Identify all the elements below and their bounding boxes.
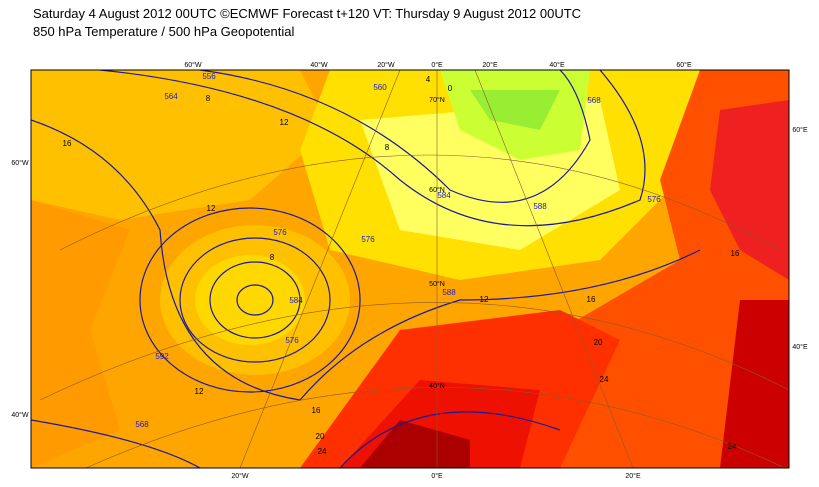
longitude-label: 60°W (184, 61, 202, 69)
temperature-label: 8 (206, 94, 211, 103)
map-frame (30, 69, 790, 469)
geopotential-label: 564 (164, 92, 178, 101)
geopotential-label: 588 (442, 288, 456, 297)
graticule (39, 70, 789, 468)
temperature-label: 20 (594, 338, 603, 347)
longitude-label: 40°E (549, 61, 565, 69)
temperature-label: 8 (385, 143, 390, 152)
temperature-label: 4 (426, 75, 431, 84)
geopotential-label: 576 (361, 235, 375, 244)
temperature-label: 16 (587, 295, 596, 304)
geopotential-label: 568 (135, 420, 149, 429)
geopotential-label: 592 (155, 352, 169, 361)
longitude-label: 0°E (431, 472, 443, 480)
geopotential-label: 568 (587, 96, 601, 105)
temperature-label: 12 (207, 204, 216, 213)
geopotential-label: 576 (647, 195, 661, 204)
latitude-label: 40°W (11, 411, 29, 419)
latitude-label: 60°N (429, 186, 445, 194)
latitude-label: 60°W (11, 159, 29, 167)
temperature-label: 8 (270, 253, 275, 262)
temperature-label: 16 (63, 139, 72, 148)
temperature-label: 12 (280, 118, 289, 127)
geopotential-label: 584 (437, 191, 451, 200)
latitude-label: 40°N (429, 382, 445, 390)
temperature-label: 16 (731, 249, 740, 258)
longitude-label: 20°E (625, 472, 641, 480)
geopotential-label: 556 (202, 72, 216, 81)
temperature-label: 0 (448, 84, 453, 93)
longitude-label: 20°W (377, 61, 395, 69)
temperature-label: 12 (480, 295, 489, 304)
latitude-label: 40°E (792, 343, 808, 351)
longitude-label: 0°E (431, 61, 443, 69)
temperature-label: 24 (728, 442, 737, 451)
map-subtitle: 850 hPa Temperature / 500 hPa Geopotenti… (33, 24, 295, 39)
geopotential-label: 584 (289, 296, 303, 305)
longitude-label: 60°E (676, 61, 692, 69)
temperature-label: 24 (318, 447, 327, 456)
longitude-label: 20°E (482, 61, 498, 69)
temperature-field (31, 70, 789, 468)
labels: 60°W 40°W 20°W 0°E 20°E 40°E 60°E 20°W 0°E 20°E 60… (11, 61, 808, 480)
latitude-label: 60°E (792, 126, 808, 134)
geopotential-contours (31, 70, 701, 468)
temperature-label: 12 (195, 387, 204, 396)
latitude-label: 50°N (429, 280, 445, 288)
longitude-label: 40°W (310, 61, 328, 69)
latitude-label: 70°N (429, 96, 445, 104)
temperature-label: 24 (600, 375, 609, 384)
geopotential-label: 576 (285, 336, 299, 345)
longitude-label: 20°W (231, 472, 249, 480)
temperature-label: 20 (316, 432, 325, 441)
map-title: Saturday 4 August 2012 00UTC ©ECMWF Fore… (33, 6, 582, 21)
geopotential-label: 588 (533, 202, 547, 211)
temperature-label: 16 (312, 406, 321, 415)
geopotential-label: 560 (373, 83, 387, 92)
geopotential-label: 576 (273, 228, 287, 237)
